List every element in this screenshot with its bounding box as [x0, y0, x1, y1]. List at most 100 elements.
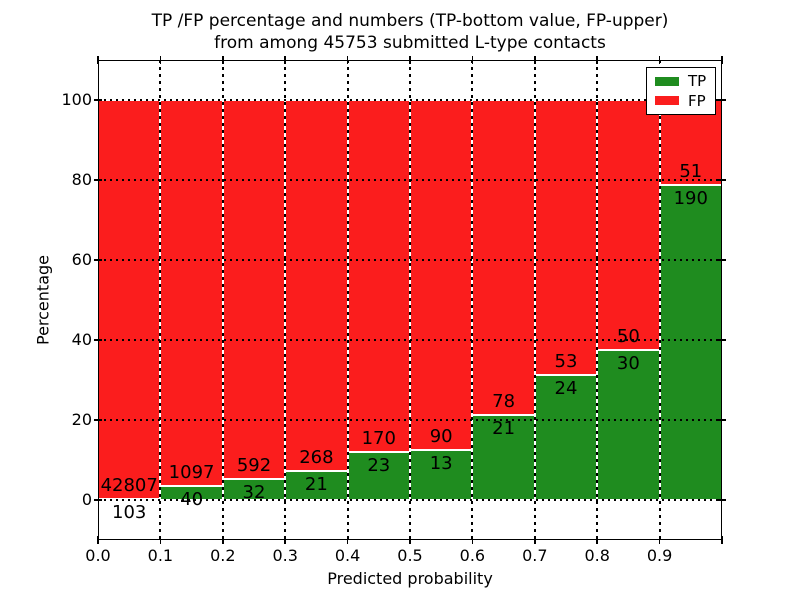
- axes-frame: [98, 60, 722, 540]
- x-axis-label: Predicted probability: [327, 569, 493, 588]
- x-tick-label: 0.1: [147, 546, 174, 565]
- y-tick-label: 100: [61, 90, 92, 109]
- bar-count-label-tp: 30: [616, 353, 640, 374]
- tick-y-right: [718, 499, 726, 501]
- bar-segment-tp: [160, 485, 223, 500]
- tick-x-bottom: [658, 536, 661, 544]
- bar-segment-fp: [285, 100, 348, 471]
- bar-segment-tp: [597, 350, 660, 500]
- bar-segment-tp: [222, 479, 286, 500]
- bar-segment-fp: [597, 100, 660, 350]
- bar-separator: [659, 183, 722, 186]
- bar-count-label-fp: 50: [616, 326, 640, 347]
- legend-swatch-fp: [655, 96, 679, 106]
- bar-count-label-fp: 90: [429, 425, 453, 447]
- y-tick-label: 20: [71, 410, 92, 429]
- bar-separator: [222, 478, 286, 481]
- x-tick-label: 0.5: [397, 546, 423, 565]
- tick-y-right: [718, 339, 726, 341]
- bar-separator: [347, 451, 410, 454]
- bar-segment-tp: [285, 470, 348, 500]
- gridline-horizontal: [98, 499, 722, 501]
- bar-count-label-fp: 53: [554, 351, 578, 373]
- y-axis-label: Percentage: [33, 254, 53, 346]
- bar-segment-tp: [472, 415, 535, 500]
- bar-count-label-fp: 170: [361, 428, 396, 450]
- x-tick-label: 0.3: [272, 546, 298, 565]
- gridline-vertical: [658, 60, 661, 540]
- y-tick-label: 80: [71, 170, 92, 189]
- x-tick-label: 0.7: [522, 546, 548, 565]
- bar-segment-fp: [347, 100, 410, 453]
- legend-swatch-tp: [655, 76, 679, 86]
- tick-x-bottom: [159, 536, 162, 544]
- x-tick-label: 0.8: [584, 546, 610, 565]
- bar-separator: [597, 349, 660, 351]
- gridline-horizontal: [98, 259, 722, 261]
- bar-segment-fp: [410, 100, 473, 450]
- bar-segment-fp: [222, 100, 286, 480]
- x-tick-label: 0.2: [210, 546, 236, 565]
- legend-item: TP: [655, 73, 707, 89]
- tick-x-bottom: [97, 536, 99, 544]
- bar-count-label-tp: 32: [242, 482, 266, 504]
- tick-x-bottom: [534, 536, 536, 544]
- bar-separator: [160, 484, 223, 487]
- tick-y-right: [718, 259, 726, 261]
- gridline-vertical: [221, 60, 224, 540]
- bar-segment-fp: [160, 100, 223, 486]
- bar-count-label-tp: 21: [304, 473, 328, 495]
- gridline-vertical: [533, 60, 536, 540]
- y-tick-label: 60: [71, 250, 92, 269]
- bar-separator: [534, 374, 598, 377]
- tick-x-bottom: [409, 536, 411, 544]
- bar-count-label-tp: 13: [429, 452, 453, 474]
- bar-segment-fp: [98, 100, 161, 500]
- bar-separator: [285, 469, 348, 472]
- tick-x-bottom: [284, 536, 286, 544]
- tick-y-right: [718, 419, 726, 421]
- bar-count-label-fp: 592: [236, 455, 272, 477]
- bar-segment-tp: [347, 452, 410, 500]
- bar-count-label-tp: 103: [112, 502, 147, 524]
- tick-x-bottom: [596, 536, 598, 544]
- bar-count-label-tp: 40: [180, 488, 204, 510]
- y-tick-label: 40: [71, 330, 92, 349]
- tick-x-bottom: [222, 536, 224, 544]
- legend: TP FP: [646, 67, 716, 115]
- plot-area: 42807 103 1097 40 592 32 268 21 170 23 90 13 78 21 53 2…: [94, 56, 726, 544]
- legend-item: FP: [655, 93, 707, 109]
- x-tick-label: 0.9: [646, 546, 673, 565]
- legend-label: TP: [688, 72, 707, 91]
- bar-separator: [410, 448, 473, 451]
- bar-count-label-tp: 21: [492, 418, 516, 440]
- y-tick-label: 0: [81, 490, 92, 509]
- bar-segment-tp: [659, 184, 722, 500]
- bar-segment-tp: [534, 375, 598, 500]
- bar-count-label-tp: 23: [367, 455, 391, 477]
- bar-count-label-fp: 51: [679, 160, 703, 182]
- bar-segment-fp: [534, 100, 598, 376]
- bar-segment-fp: [472, 100, 535, 416]
- x-tick-label: 0.4: [334, 546, 361, 565]
- legend-label: FP: [688, 91, 706, 110]
- chart-title-line-2: from among 45753 submitted L-type contac…: [214, 33, 606, 53]
- gridline-horizontal: [98, 179, 722, 181]
- gridline-vertical: [596, 60, 599, 540]
- bar-count-label-tp: 24: [554, 378, 578, 400]
- bar-count-label-fp: 78: [492, 391, 516, 413]
- x-tick-label: 0.6: [459, 546, 486, 565]
- gridline-vertical: [409, 60, 411, 540]
- x-tick-label: 0.0: [85, 546, 111, 565]
- gridline-vertical: [346, 60, 349, 540]
- gridline-horizontal: [98, 419, 722, 421]
- bar-count-label-fp: 1097: [168, 461, 215, 483]
- gridline-vertical: [471, 60, 474, 540]
- tick-y-right: [718, 179, 726, 181]
- gridline-vertical: [284, 60, 287, 540]
- bar-count-label-tp: 190: [673, 187, 708, 209]
- bar-count-label-fp: 268: [299, 446, 334, 468]
- tick-y-right: [718, 99, 726, 101]
- bar-segment-tp: [410, 449, 473, 500]
